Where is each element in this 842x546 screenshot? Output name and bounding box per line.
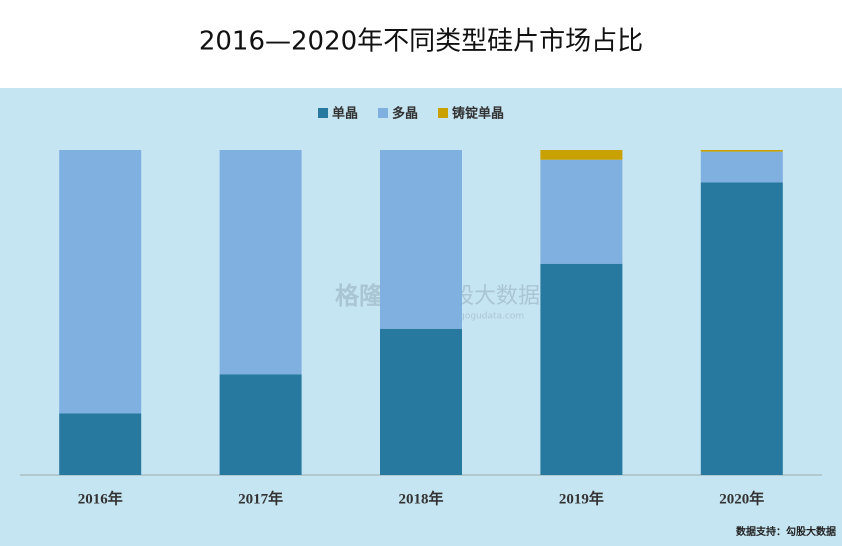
bar-segment	[219, 374, 302, 475]
bar-segment	[700, 151, 783, 183]
bar-segment	[700, 150, 783, 152]
bar-segment	[540, 150, 623, 160]
x-tick-label: 2018年	[398, 489, 443, 507]
x-tick-label: 2019年	[559, 489, 604, 507]
x-tick-label: 2016年	[78, 489, 123, 507]
x-tick-label: 2017年	[238, 489, 283, 507]
legend-swatch	[438, 108, 448, 118]
bar-segment	[59, 413, 142, 475]
bar-segment	[540, 263, 623, 475]
legend-swatch	[318, 108, 328, 118]
legend-label: 多晶	[392, 106, 418, 122]
chart-title: 2016—2020年不同类型硅片市场占比	[199, 27, 643, 57]
legend-label: 铸锭单晶	[452, 106, 504, 122]
bar-segment	[540, 159, 623, 264]
x-tick-label: 2020年	[719, 489, 764, 507]
bar-segment	[700, 182, 783, 475]
bar-segment	[380, 328, 462, 475]
bar-segment	[219, 150, 302, 375]
bar-segment	[59, 150, 142, 414]
watermark-text: www.gogudata.com	[435, 312, 524, 322]
legend-swatch	[378, 108, 388, 118]
legend-label: 单晶	[332, 106, 358, 122]
source-note: 数据支持：勾股大数据	[736, 525, 836, 538]
bar-segment	[380, 150, 462, 329]
title-band	[0, 0, 842, 88]
